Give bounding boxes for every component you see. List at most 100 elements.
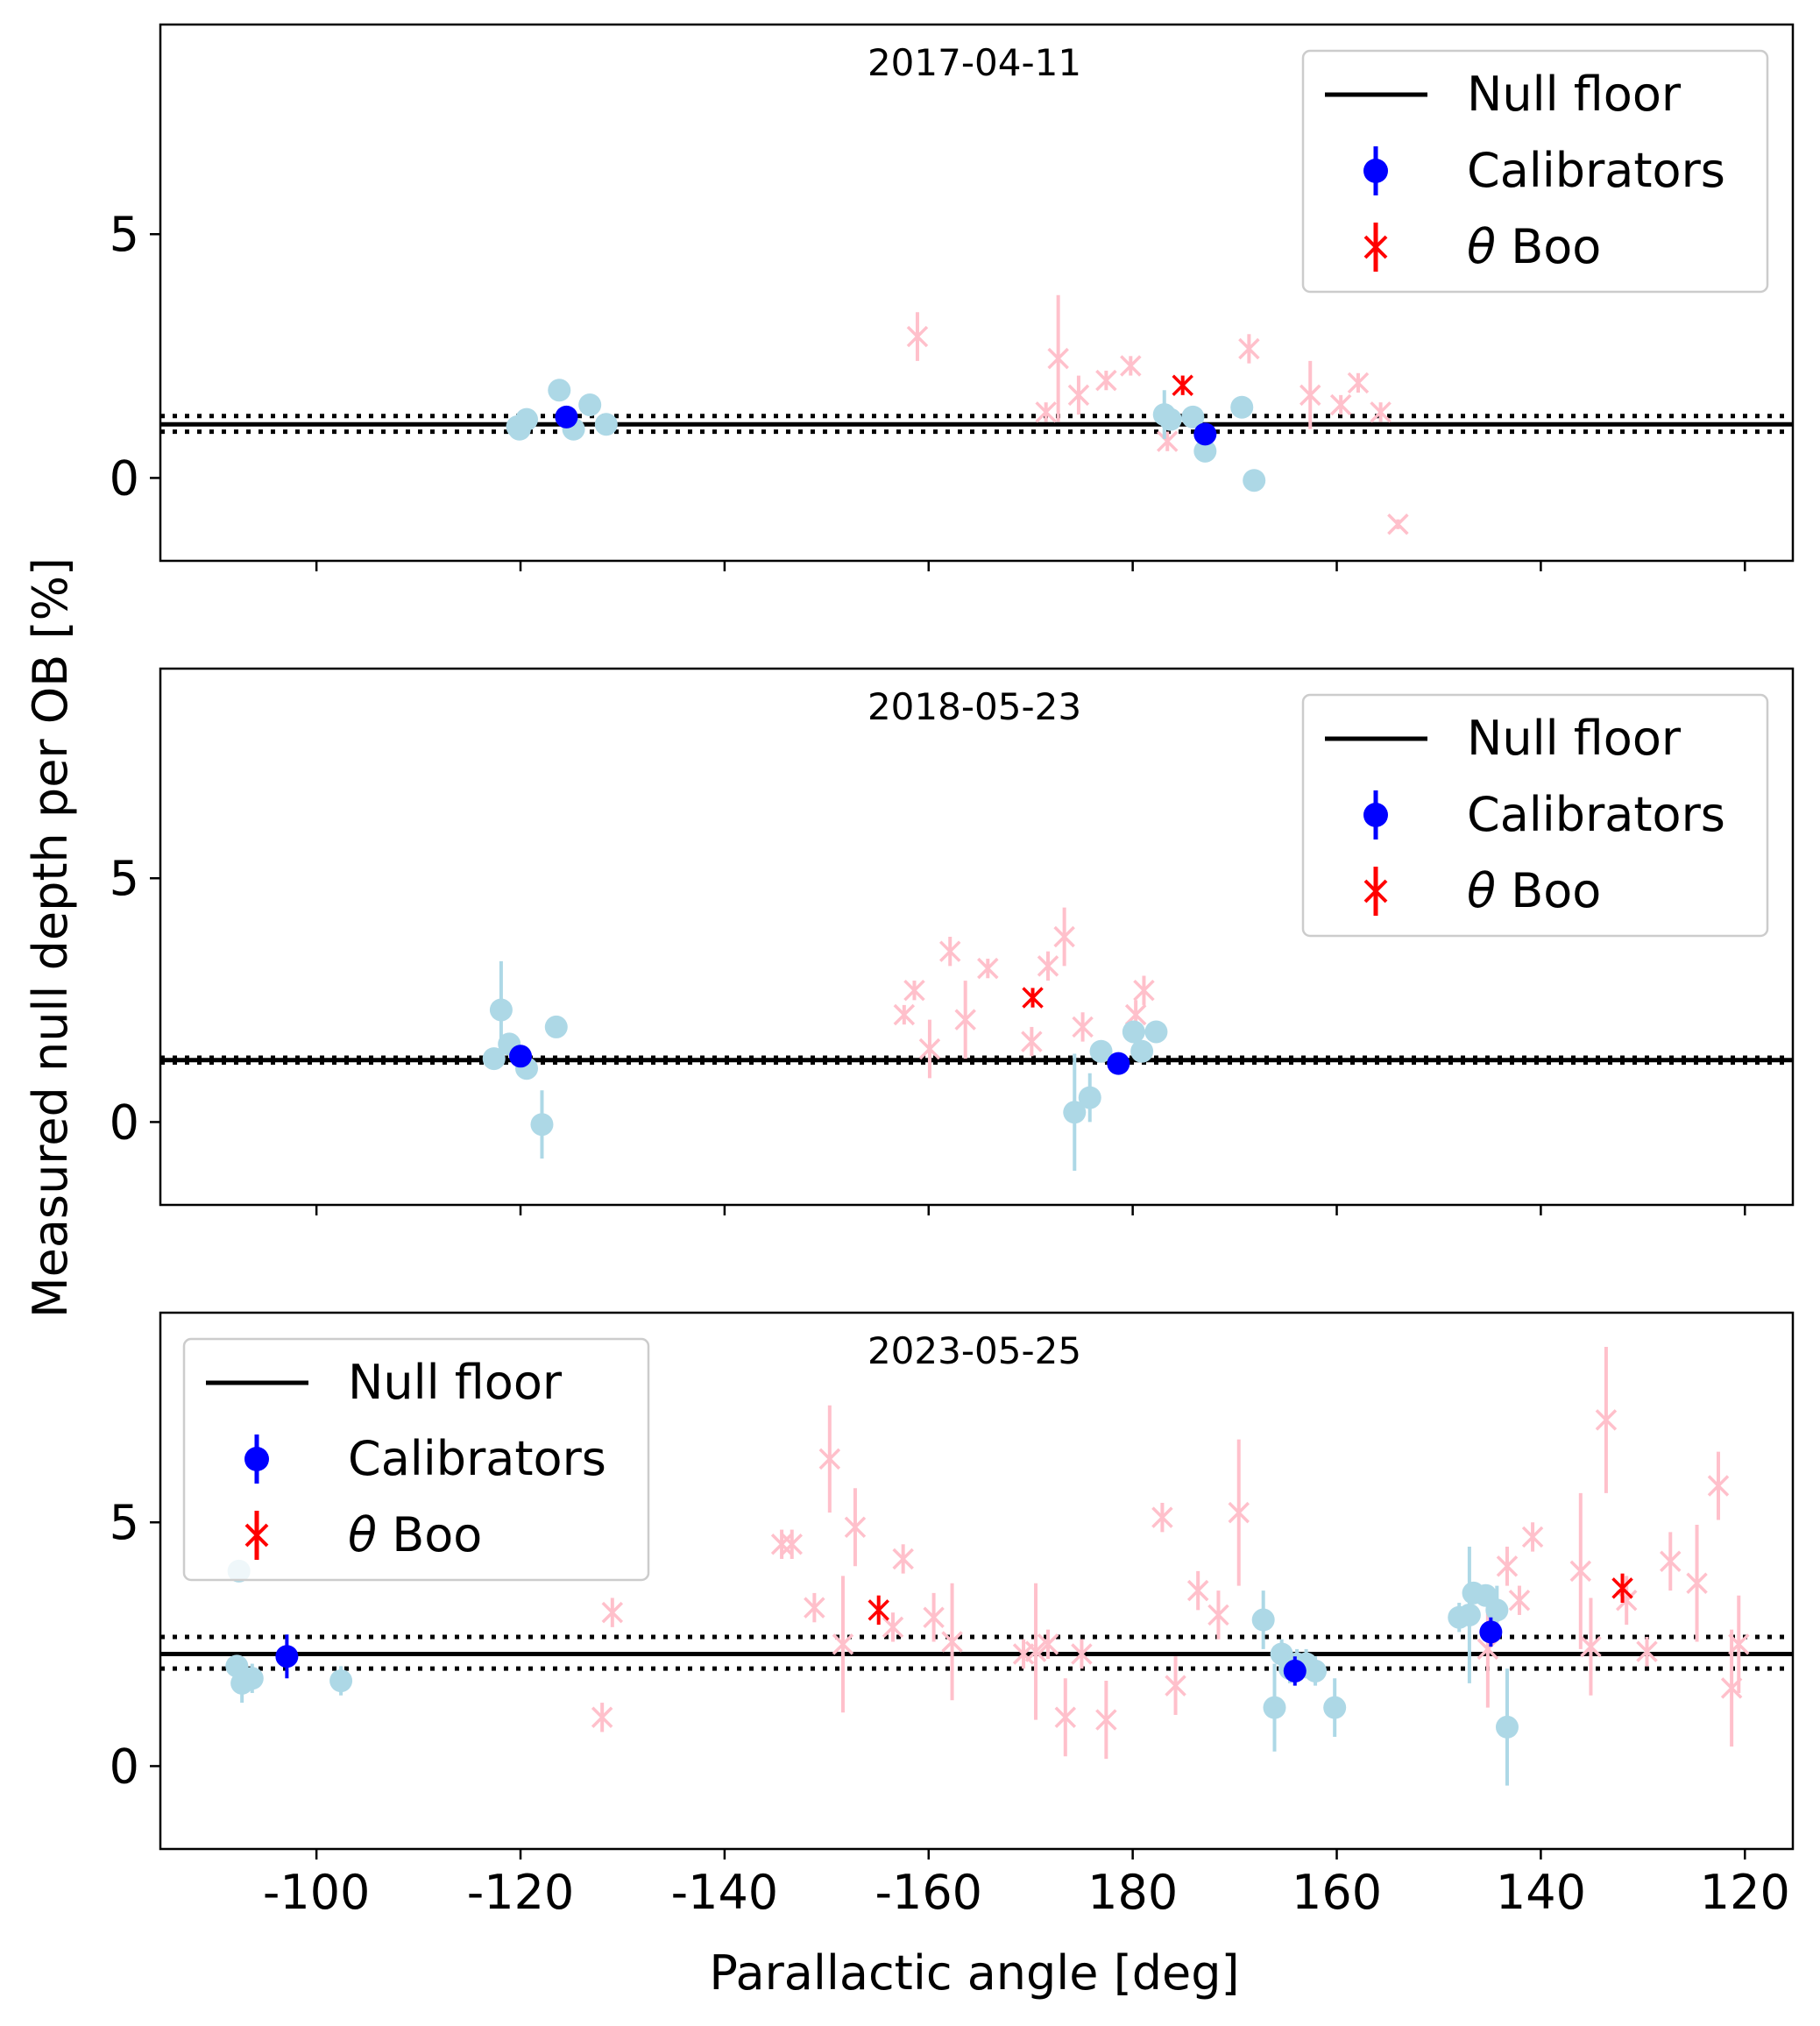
legend-label-target: θ Boo (1467, 863, 1601, 918)
legend-label-target-name: Boo (377, 1507, 482, 1562)
legend-label-target-greek: θ (1467, 863, 1496, 918)
target-point (1037, 1633, 1059, 1655)
legend-label-target-greek: θ (348, 1507, 377, 1562)
target-point (1124, 1003, 1147, 1026)
legend: Null floor Calibrators θ Boo (1301, 49, 1769, 294)
target-point (1569, 1560, 1592, 1583)
target-point (882, 1616, 904, 1639)
calibrator-point (1485, 1598, 1509, 1622)
target-point (918, 1038, 941, 1060)
plot-area (160, 294, 1793, 535)
x-tick-label: -140 (671, 1865, 779, 1920)
target-point (1508, 1590, 1531, 1612)
calibrator-point (1304, 1659, 1328, 1682)
legend-calibrators-marker (1363, 159, 1388, 183)
calibrator-point (1263, 1696, 1286, 1719)
y-tick-label: 0 (110, 1739, 139, 1794)
target-point (1067, 384, 1090, 407)
calibrator-point (1251, 1608, 1275, 1632)
target-point (1299, 384, 1321, 407)
target-point (1021, 1031, 1043, 1052)
axes-frame (159, 667, 1795, 1207)
calibrator-point (1063, 1101, 1087, 1124)
calibrator-point (1122, 1020, 1145, 1044)
calibrator-point (1323, 1696, 1347, 1719)
chart-panel-2: 0 5 2018-05-23 Null floor Calibrators θ Boo (110, 667, 1795, 1215)
target-point (1024, 1640, 1047, 1662)
panel-title: 2017-04-11 (868, 41, 1081, 84)
calibrator-point (1078, 1086, 1101, 1109)
target-point (954, 1009, 976, 1031)
axes-frame (159, 23, 1795, 563)
calibrator-point (1243, 469, 1266, 492)
legend-calibrators-marker (1363, 803, 1388, 827)
calibrator-point (275, 1645, 299, 1668)
legend-target-marker (244, 1523, 269, 1548)
y-tick-label: 0 (110, 450, 139, 506)
panel-title: 2018-05-23 (868, 685, 1081, 728)
y-tick-label: 0 (110, 1094, 139, 1150)
y-tick-label: 5 (110, 1495, 139, 1550)
target-point (1707, 1475, 1730, 1497)
target-point (1022, 987, 1044, 1009)
calibrator-point (544, 1015, 568, 1038)
target-point (1037, 955, 1059, 977)
target-point (1157, 430, 1179, 452)
x-axis-label: Parallactic angle [deg] (709, 1945, 1239, 2001)
legend-label-target: θ Boo (348, 1507, 482, 1562)
target-point (770, 1534, 793, 1555)
calibrator-point (594, 413, 618, 436)
target-point (1072, 1016, 1094, 1038)
legend-box (1301, 49, 1769, 294)
target-point (781, 1534, 803, 1555)
legend: Null floor Calibrators θ Boo (182, 1337, 650, 1582)
legend-label-calibrators: Calibrators (1467, 143, 1725, 198)
target-point (903, 979, 925, 1002)
target-point (818, 1448, 841, 1470)
x-tick-label: 140 (1496, 1865, 1586, 1920)
target-point (1133, 979, 1155, 1002)
legend-label-calibrators: Calibrators (348, 1431, 606, 1486)
calibrator-point (1089, 1039, 1113, 1063)
legend-label-null-floor: Null floor (1467, 67, 1682, 122)
target-point (1521, 1526, 1544, 1548)
x-tick-label: 160 (1292, 1865, 1382, 1920)
legend-label-null-floor: Null floor (348, 1355, 563, 1410)
target-point (1387, 514, 1409, 535)
calibrator-point (1479, 1620, 1503, 1644)
target-point (1054, 1706, 1077, 1729)
target-point (1165, 1675, 1186, 1697)
target-point (1636, 1640, 1658, 1662)
panel-title: 2023-05-25 (868, 1329, 1081, 1372)
legend-label-null-floor: Null floor (1467, 711, 1682, 766)
target-point (1595, 1409, 1618, 1431)
target-point (938, 940, 961, 962)
target-point (1580, 1635, 1602, 1658)
calibrator-point (555, 405, 578, 429)
x-tick-label: 180 (1087, 1865, 1178, 1920)
target-point (941, 1631, 963, 1653)
calibrator-point (1144, 1020, 1168, 1044)
target-point (1071, 1643, 1093, 1665)
target-point (1496, 1555, 1519, 1577)
calibrator-point (1193, 439, 1217, 463)
target-point (1095, 1709, 1117, 1731)
legend-label-target-name: Boo (1496, 219, 1601, 274)
calibrator-point (578, 393, 602, 416)
legend-box (182, 1337, 650, 1582)
target-point (1120, 355, 1142, 377)
calibrator-point (530, 1113, 554, 1137)
plot-area (160, 907, 1793, 1172)
y-axis-label: Measured null depth per OB [%] (23, 557, 78, 1318)
target-point (1053, 925, 1075, 948)
legend-label-target: θ Boo (1467, 219, 1601, 274)
target-point (1728, 1633, 1750, 1655)
calibrator-point (1158, 407, 1182, 431)
legend-target-marker (1363, 235, 1388, 259)
target-point (1370, 401, 1392, 423)
target-point (1611, 1577, 1633, 1599)
y-tick-label: 5 (110, 851, 139, 906)
target-point (906, 325, 929, 348)
legend-label-calibrators: Calibrators (1467, 787, 1725, 842)
